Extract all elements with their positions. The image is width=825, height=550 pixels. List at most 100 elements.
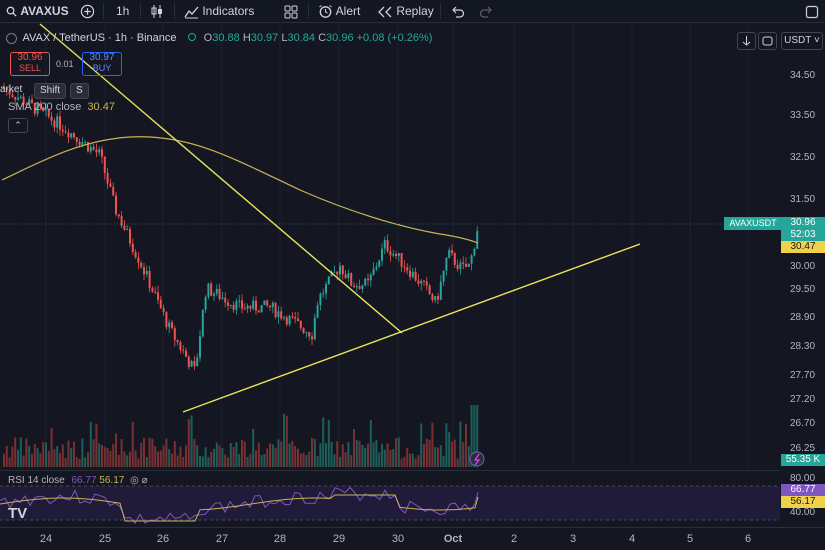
volume-bar — [417, 455, 420, 467]
volume-bar — [151, 438, 154, 467]
toolbar-divider — [103, 3, 104, 19]
volume-bar — [322, 417, 325, 467]
candle-body — [157, 292, 159, 300]
undo-button[interactable] — [451, 3, 465, 19]
volume-bar — [218, 445, 221, 467]
candle-body — [353, 285, 355, 288]
candle-body — [341, 265, 344, 275]
interval-button[interactable]: 1h — [116, 4, 130, 18]
candle-body — [294, 317, 297, 319]
status-dot — [187, 33, 196, 41]
price-chart[interactable] — [0, 22, 780, 467]
candle-body — [221, 297, 224, 299]
indicators-button[interactable]: Indicators — [184, 3, 254, 19]
ascending-trendline[interactable] — [182, 243, 641, 413]
sell-label: SELL — [18, 63, 42, 73]
close-label: C — [318, 32, 327, 44]
collapse-icon[interactable] — [6, 32, 17, 44]
candle-body — [106, 172, 109, 184]
candle-body — [414, 271, 417, 281]
candle-body — [361, 285, 364, 289]
volume-bar — [78, 458, 81, 467]
volume-bar — [257, 442, 260, 467]
rsi-pane[interactable] — [0, 470, 780, 527]
rsi-scale[interactable]: 80.00 66.77 56.17 40.00 — [780, 470, 825, 527]
volume-bar — [235, 442, 238, 467]
volume-bar — [241, 439, 243, 467]
buy-label: BUY — [92, 63, 112, 73]
toolbar-divider — [174, 3, 175, 19]
candle-body — [302, 328, 305, 333]
candle-body — [165, 312, 168, 328]
fullscreen-button[interactable] — [805, 3, 819, 19]
candle-body — [297, 318, 299, 321]
time-tick: 2 — [510, 533, 518, 545]
candle-body — [252, 300, 255, 309]
volume-bar — [25, 438, 28, 467]
price-scale[interactable]: USDT ˅ 34.50 33.50 32.50 31.50 30.00 29.50 28.… — [724, 22, 825, 467]
symbol-search[interactable]: AVAXUS — [6, 3, 69, 19]
bolt-icon[interactable] — [469, 451, 485, 467]
candle-body — [53, 120, 56, 128]
buy-button[interactable]: 30.97 BUY — [82, 52, 122, 76]
candle-body — [383, 240, 386, 249]
layouts-button[interactable] — [284, 3, 298, 19]
eye-icon[interactable]: ◎ — [130, 475, 139, 486]
change-value: +0.08 (+0.26%) — [356, 32, 433, 44]
volume-bar — [437, 447, 439, 467]
candlesticks — [3, 82, 479, 370]
volume-bar — [64, 458, 67, 467]
candle-body — [36, 103, 39, 114]
volume-bar — [187, 419, 190, 467]
candle-body — [367, 278, 369, 281]
candle-body — [190, 361, 193, 367]
chart-type-button[interactable] — [150, 3, 164, 19]
volume-bar — [126, 455, 129, 467]
rsi-legend[interactable]: RSI 14 close 66.77 56.17 ◎ ⌀ — [8, 475, 148, 486]
candle-body — [207, 283, 210, 298]
replay-button[interactable]: Replay — [377, 3, 434, 19]
refresh-button[interactable] — [758, 32, 777, 50]
sma-legend[interactable]: SMA 200 close 30.47 — [8, 101, 115, 113]
candle-body — [333, 271, 336, 273]
volume-bar — [8, 457, 11, 467]
sell-button[interactable]: 30.96 SELL — [10, 52, 50, 76]
grid-icon — [284, 5, 298, 19]
candle-body — [375, 266, 378, 269]
candle-body — [75, 137, 78, 142]
alert-button[interactable]: Alert — [318, 3, 360, 19]
collapse-legend-button[interactable]: ⌃ — [8, 118, 28, 133]
indicators-label: Indicators — [202, 4, 255, 18]
volume-bar — [431, 422, 434, 467]
candle-body — [263, 300, 266, 306]
volume-bar — [185, 445, 187, 467]
volume-bar — [252, 428, 255, 467]
volume-bar — [120, 439, 123, 467]
candle-body — [431, 294, 434, 301]
candle-body — [61, 129, 64, 132]
redo-button[interactable] — [479, 3, 493, 19]
volume-bar — [369, 419, 372, 467]
volume-bar — [381, 443, 383, 467]
volume-bar — [148, 437, 151, 467]
time-tick: 5 — [686, 533, 694, 545]
candle-body — [378, 260, 381, 267]
volume-bars — [3, 405, 479, 467]
candle-body — [137, 257, 140, 264]
volume-bar — [395, 438, 397, 467]
add-symbol-button[interactable] — [80, 3, 95, 19]
candle-body — [101, 149, 103, 157]
time-axis[interactable]: 24 25 26 27 28 29 30 Oct 2 3 4 5 6 — [0, 527, 825, 550]
candle-body — [201, 309, 204, 337]
volume-bar — [134, 450, 137, 467]
symbol-title[interactable]: AVAX / TetherUS · 1h · Binance — [22, 32, 177, 44]
candle-body — [224, 297, 227, 303]
volume-bar — [451, 441, 453, 467]
download-button[interactable] — [737, 32, 756, 50]
candle-body — [409, 270, 411, 278]
candle-body — [3, 86, 5, 89]
currency-select[interactable]: USDT ˅ — [781, 32, 823, 50]
toolbar-divider — [308, 3, 309, 19]
volume-bar — [17, 449, 19, 467]
candle-body — [339, 265, 341, 275]
